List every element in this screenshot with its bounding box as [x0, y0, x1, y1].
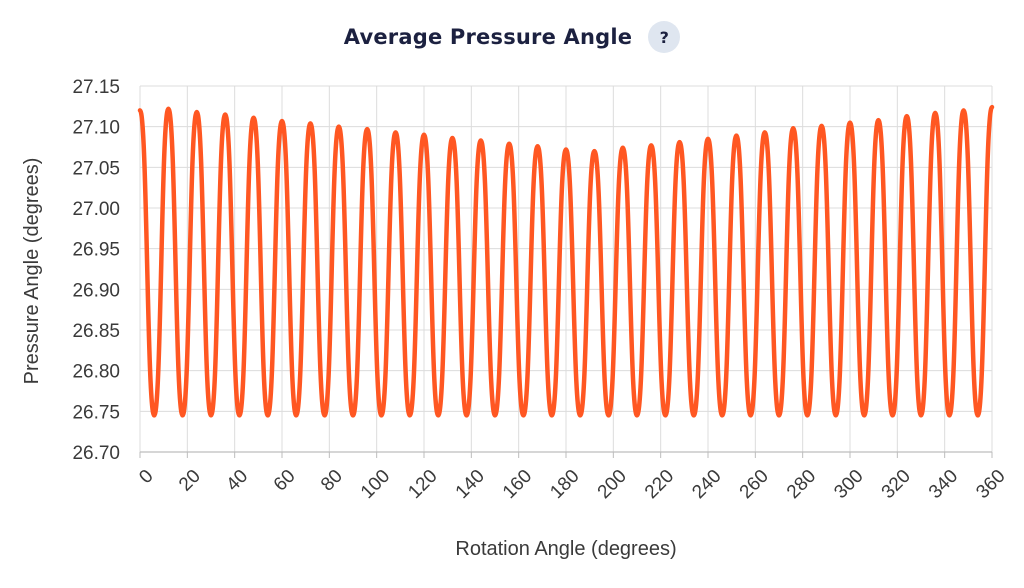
y-tick-label: 27.00 — [72, 199, 120, 220]
chart-header: Average Pressure Angle ? — [0, 20, 1024, 54]
x-tick-label: 320 — [878, 466, 915, 503]
x-tick-label: 280 — [783, 466, 820, 503]
x-tick-label: 260 — [736, 466, 773, 503]
x-tick-label: 60 — [270, 466, 300, 496]
y-tick-label: 26.80 — [72, 362, 120, 383]
y-tick-label: 26.95 — [72, 240, 120, 261]
x-tick-label: 340 — [925, 466, 962, 503]
series-line — [137, 104, 995, 418]
x-tick-label: 300 — [830, 466, 867, 503]
x-tick-label: 360 — [972, 466, 1009, 503]
x-tick-label: 100 — [357, 466, 394, 503]
y-tick-label: 26.85 — [72, 321, 120, 342]
x-tick-label: 20 — [175, 466, 205, 496]
y-tick-label: 26.90 — [72, 280, 120, 301]
x-tick-label: 120 — [404, 466, 441, 503]
y-tick-label: 27.10 — [72, 118, 120, 139]
x-tick-label: 160 — [499, 466, 536, 503]
chart-title: Average Pressure Angle — [343, 25, 633, 49]
x-tick-label: 0 — [135, 466, 157, 488]
data-layer — [137, 104, 995, 418]
y-tick-label: 26.75 — [72, 402, 120, 423]
x-tick-label: 240 — [688, 466, 725, 503]
x-tick-label: 180 — [546, 466, 583, 503]
x-tick-label: 40 — [222, 466, 252, 496]
x-tick-label: 220 — [641, 466, 678, 503]
y-tick-label: 27.05 — [72, 158, 120, 179]
x-tick-label: 140 — [452, 466, 489, 503]
y-tick-label: 26.70 — [72, 443, 120, 464]
x-axis-title: Rotation Angle (degrees) — [455, 538, 676, 560]
x-tick-label: 80 — [317, 466, 347, 496]
y-tick-label: 27.15 — [72, 77, 120, 98]
x-tick-label: 200 — [594, 466, 631, 503]
help-button[interactable]: ? — [648, 21, 681, 53]
y-axis-title: Pressure Angle (degrees) — [21, 158, 43, 385]
grid-layer — [139, 85, 993, 458]
